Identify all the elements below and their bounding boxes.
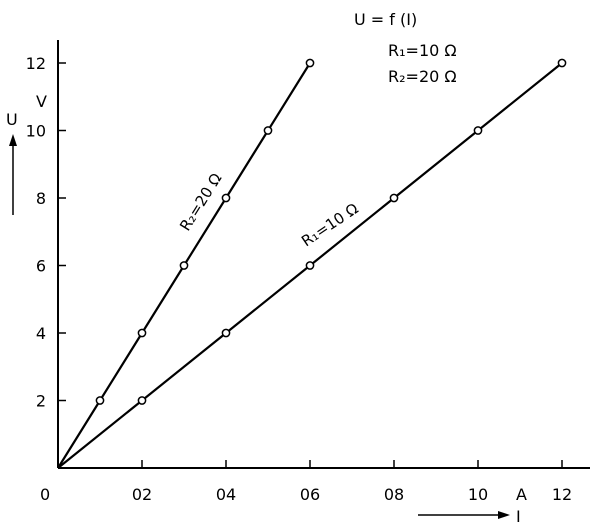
y-tick-label: 8 bbox=[36, 189, 46, 208]
data-point bbox=[137, 396, 147, 405]
series-label-r1: R₁=10 Ω bbox=[298, 199, 361, 250]
x-tick-label: 06 bbox=[300, 485, 320, 504]
data-point bbox=[221, 193, 231, 203]
y-axis-label: U bbox=[6, 110, 18, 129]
chart-title: U = f (I) bbox=[354, 10, 417, 29]
y-tick-label: 2 bbox=[36, 392, 46, 411]
series-points bbox=[95, 58, 567, 405]
tick-marks bbox=[58, 62, 563, 468]
data-point bbox=[179, 261, 189, 270]
series-label-r2: R₂=20 Ω bbox=[176, 170, 225, 234]
y-tick-label: 10 bbox=[26, 122, 46, 141]
x-tick-label: 12 bbox=[552, 485, 572, 504]
y-axis-arrow-icon bbox=[9, 134, 17, 215]
x-tick-label: 10 bbox=[468, 485, 488, 504]
x-axis-arrow-icon bbox=[418, 511, 510, 519]
legend-r2: R₂=20 Ω bbox=[388, 67, 457, 86]
y-tick-label: 6 bbox=[36, 257, 46, 276]
x-tick-label: 04 bbox=[216, 485, 236, 504]
x-axis-label: I bbox=[516, 507, 521, 526]
data-point bbox=[389, 193, 399, 203]
x-axis-unit: A bbox=[516, 485, 527, 504]
data-point bbox=[95, 396, 105, 405]
y-tick-label: 4 bbox=[36, 324, 46, 343]
origin-label: 0 bbox=[40, 485, 50, 504]
x-tick-label: 08 bbox=[384, 485, 404, 504]
data-point bbox=[557, 58, 567, 68]
tick-labels: 02 04 06 08 10 12 2 4 6 8 10 12 bbox=[26, 54, 573, 504]
data-point bbox=[473, 126, 483, 135]
data-point bbox=[263, 126, 273, 135]
legend-r1: R₁=10 Ω bbox=[388, 41, 457, 60]
data-point bbox=[305, 261, 315, 270]
x-tick-label: 02 bbox=[132, 485, 152, 504]
y-tick-label: 12 bbox=[26, 54, 46, 73]
y-axis-unit: V bbox=[36, 92, 47, 111]
data-point bbox=[137, 328, 147, 338]
data-point bbox=[305, 58, 315, 68]
data-point bbox=[221, 328, 231, 338]
